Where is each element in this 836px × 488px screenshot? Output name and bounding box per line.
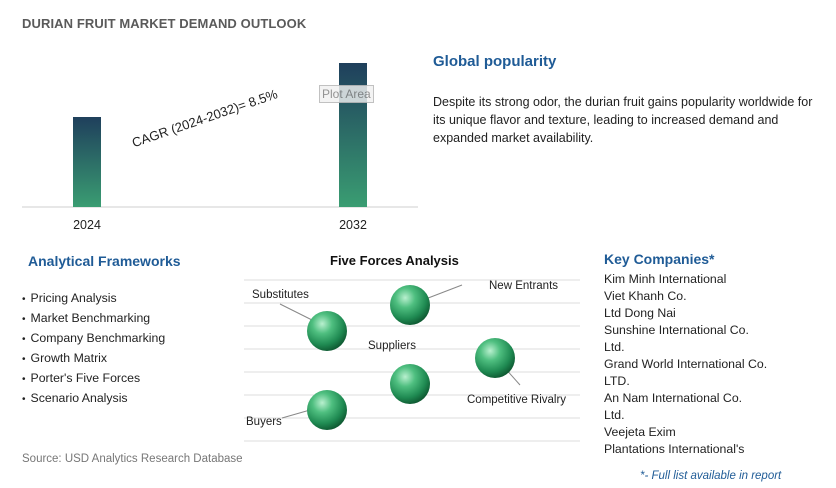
source-note: Source: USD Analytics Research Database <box>22 453 243 465</box>
force-sphere <box>307 390 347 430</box>
company-line: Veejeta Exim <box>604 425 676 439</box>
framework-item: Market Benchmarking <box>22 309 165 329</box>
company-line: Kim Minh International <box>604 272 727 286</box>
company-line: Viet Khanh Co. <box>604 289 687 303</box>
framework-item: Porter's Five Forces <box>22 369 165 389</box>
force-label-competitive-rivalry: Competitive Rivalry <box>467 394 567 406</box>
company-line: Grand World International Co. <box>604 357 768 371</box>
force-sphere <box>475 338 515 378</box>
global-popularity-text: Despite its strong odor, the durian frui… <box>433 95 813 145</box>
plot-area-tooltip: Plot Area <box>319 85 374 103</box>
key-companies-heading: Key Companies* <box>604 251 715 267</box>
force-label-substitutes: Substitutes <box>252 289 309 301</box>
force-sphere <box>390 285 430 325</box>
framework-item: Growth Matrix <box>22 349 165 369</box>
x-tick-label: 2024 <box>73 218 101 232</box>
company-line: Plantations International's <box>604 442 745 456</box>
force-label-buyers: Buyers <box>246 416 282 428</box>
company-line: Ltd. <box>604 408 625 422</box>
footnote[interactable]: *- Full list available in report <box>640 470 782 482</box>
analytical-frameworks-list: Pricing Analysis Market Benchmarking Com… <box>22 289 166 409</box>
company-line: An Nam International Co. <box>604 391 743 405</box>
company-line: Ltd. <box>604 340 625 354</box>
framework-item: Company Benchmarking <box>22 329 166 349</box>
company-line: Ltd Dong Nai <box>604 306 676 320</box>
bar-2024 <box>73 117 101 207</box>
global-popularity-heading: Global popularity <box>433 53 557 70</box>
company-line: LTD. <box>604 374 630 388</box>
analytical-frameworks-heading: Analytical Frameworks <box>28 253 181 269</box>
force-label-suppliers: Suppliers <box>368 340 416 352</box>
five-forces-heading: Five Forces Analysis <box>330 253 459 268</box>
force-sphere <box>307 311 347 351</box>
page-title: DURIAN FRUIT MARKET DEMAND OUTLOOK <box>22 16 307 31</box>
bar-chart: 2024 2032 <box>22 63 418 232</box>
framework-item: Scenario Analysis <box>22 389 165 409</box>
company-line: Sunshine International Co. <box>604 323 749 337</box>
framework-item: Pricing Analysis <box>22 289 165 309</box>
key-companies-list: Kim Minh International Viet Khanh Co. Lt… <box>604 271 767 458</box>
force-sphere <box>390 364 430 404</box>
force-label-new-entrants: New Entrants <box>489 280 559 292</box>
x-tick-label: 2032 <box>339 218 367 232</box>
